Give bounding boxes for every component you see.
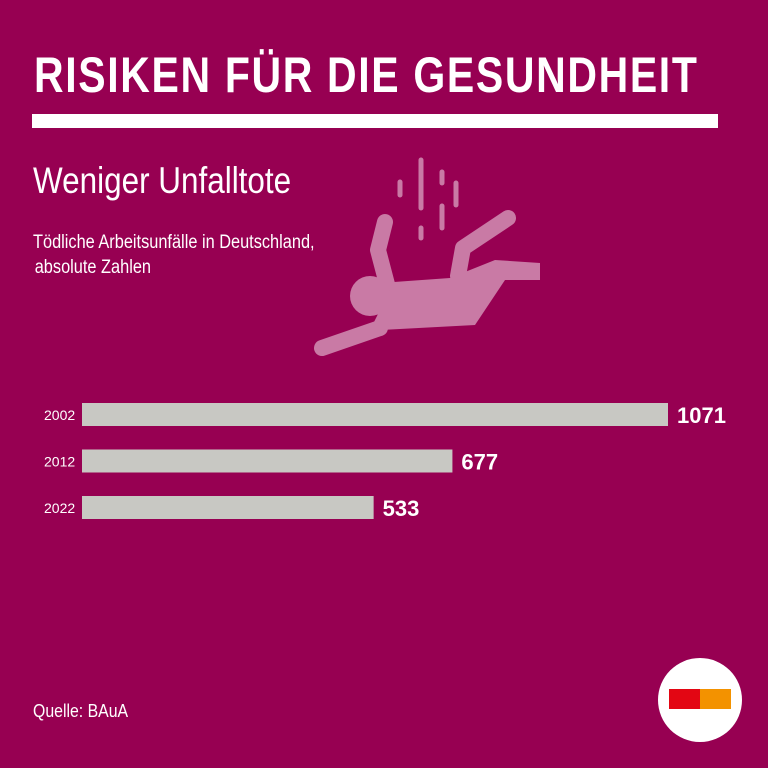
brand-logo — [658, 658, 742, 742]
description-line-2: absolute Zahlen — [34, 257, 152, 278]
value-label: 1071 — [677, 403, 726, 428]
title-divider — [32, 114, 718, 128]
chart-description: Tödliche Arbeitsunfälle in Deutschland, … — [33, 230, 315, 280]
value-label: 677 — [461, 450, 498, 475]
bar-2002 — [82, 403, 668, 426]
chart-subtitle: Weniger Unfalltote — [33, 160, 292, 201]
bar-2012 — [82, 449, 453, 473]
category-label: 2012 — [44, 454, 75, 470]
value-label: 533 — [383, 496, 420, 521]
bar-2022 — [82, 496, 374, 519]
page-title: RISIKEN FÜR DIE GESUNDHEIT — [34, 47, 699, 103]
falling-person-icon — [314, 157, 540, 356]
category-label: 2002 — [44, 407, 75, 423]
logo-orange-block — [700, 689, 731, 709]
description-line-1: Tödliche Arbeitsunfälle in Deutschland, — [33, 232, 315, 253]
category-label: 2022 — [44, 500, 75, 516]
source-note: Quelle: BAuA — [33, 701, 129, 721]
logo-red-block — [669, 689, 700, 709]
